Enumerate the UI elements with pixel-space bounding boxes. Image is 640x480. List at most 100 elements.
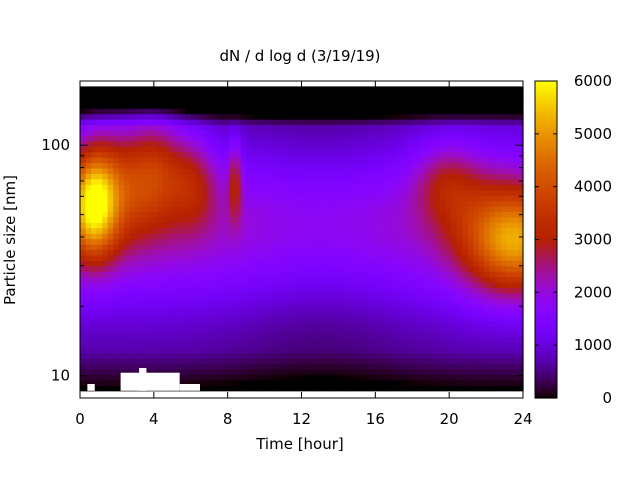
heatmap-cell (168, 178, 175, 185)
heatmap-cell (362, 167, 369, 174)
heatmap-cell (223, 167, 231, 174)
heatmap-cell (151, 244, 159, 251)
heatmap-cell (395, 325, 402, 332)
heatmap-cell (91, 233, 98, 240)
heatmap-cell (179, 151, 186, 158)
heatmap-cell (279, 97, 286, 104)
heatmap-cell (301, 146, 308, 153)
heatmap-cell (511, 113, 519, 120)
heatmap-cell (85, 167, 92, 174)
heatmap-cell (124, 244, 131, 251)
heatmap-cell (85, 140, 92, 147)
heatmap-cell (168, 271, 175, 278)
heatmap-cell (417, 205, 424, 213)
heatmap-cell (406, 292, 413, 299)
heatmap-cell (373, 216, 380, 223)
heatmap-cell (495, 151, 502, 158)
heatmap-cell (334, 276, 341, 283)
heatmap-cell (174, 146, 181, 153)
heatmap-cell (223, 108, 231, 115)
heatmap-cell (279, 216, 286, 223)
heatmap-cell (102, 108, 109, 115)
heatmap-cell (445, 336, 452, 343)
heatmap-cell (456, 282, 463, 289)
heatmap-cell (124, 216, 131, 223)
heatmap-cell (212, 135, 220, 142)
heatmap-cell (179, 173, 186, 180)
heatmap-cell (190, 303, 197, 310)
heatmap-cell (356, 129, 364, 136)
heatmap-cell (356, 287, 364, 294)
heatmap-cell (235, 369, 242, 376)
heatmap-cell (212, 325, 220, 332)
heatmap-cell (517, 347, 524, 354)
heatmap-cell (362, 162, 369, 169)
heatmap-cell (462, 265, 469, 272)
heatmap-cell (356, 102, 364, 109)
heatmap-cell (240, 189, 247, 196)
heatmap-cell (113, 244, 120, 251)
heatmap-cell (401, 244, 408, 251)
heatmap-cell (356, 265, 364, 272)
heatmap-cell (174, 119, 181, 126)
heatmap-cell (329, 200, 336, 207)
heatmap-cell (362, 178, 369, 185)
heatmap-cell (273, 385, 280, 392)
heatmap-cell (412, 287, 419, 294)
heatmap-cell (473, 86, 480, 93)
heatmap-cell (102, 265, 109, 272)
heatmap-cell (379, 102, 386, 109)
heatmap-cell (362, 140, 369, 147)
heatmap-cell (412, 227, 419, 234)
heatmap-cell (163, 178, 170, 185)
heatmap-cell (412, 195, 419, 202)
heatmap-cell (262, 271, 269, 278)
heatmap-cell (229, 254, 236, 261)
heatmap-cell (340, 238, 347, 245)
heatmap-cell (401, 189, 408, 196)
heatmap-cell (273, 341, 280, 348)
heatmap-cell (473, 358, 480, 365)
heatmap-cell (451, 108, 458, 115)
heatmap-cell (323, 244, 330, 251)
heatmap-cell (107, 369, 114, 376)
heatmap-cell (80, 238, 87, 245)
heatmap-cell (168, 314, 175, 321)
heatmap-cell (395, 135, 402, 142)
heatmap-cell (157, 184, 164, 191)
heatmap-cell (146, 146, 153, 153)
heatmap-cell (218, 113, 225, 120)
heatmap-cell (351, 309, 358, 316)
heatmap-cell (257, 330, 264, 338)
heatmap-cell (362, 97, 369, 104)
heatmap-cell (85, 254, 92, 261)
heatmap-cell (351, 102, 358, 109)
heatmap-cell (174, 178, 181, 185)
heatmap-cell (439, 189, 447, 196)
heatmap-cell (334, 97, 341, 104)
heatmap-cell (401, 146, 408, 153)
heatmap-cell (362, 379, 369, 386)
heatmap-cell (517, 303, 524, 310)
heatmap-cell (201, 146, 208, 153)
heatmap-cell (135, 276, 142, 283)
heatmap-cell (268, 271, 275, 278)
heatmap-cell (345, 167, 352, 174)
heatmap-cell (207, 119, 214, 126)
heatmap-cell (401, 140, 408, 147)
heatmap-cell (495, 282, 502, 289)
heatmap-cell (307, 254, 314, 261)
heatmap-cell (262, 282, 269, 289)
heatmap-cell (390, 162, 397, 169)
heatmap-cell (511, 119, 519, 126)
heatmap-cell (511, 211, 519, 218)
heatmap-cell (484, 325, 491, 332)
heatmap-cell (96, 374, 103, 381)
heatmap-cell (196, 238, 203, 245)
heatmap-cell (246, 271, 253, 278)
heatmap-cell (467, 108, 474, 115)
heatmap-cell (340, 233, 347, 240)
heatmap-cell (290, 146, 297, 153)
heatmap-cell (284, 167, 292, 174)
heatmap-cell (356, 320, 364, 327)
